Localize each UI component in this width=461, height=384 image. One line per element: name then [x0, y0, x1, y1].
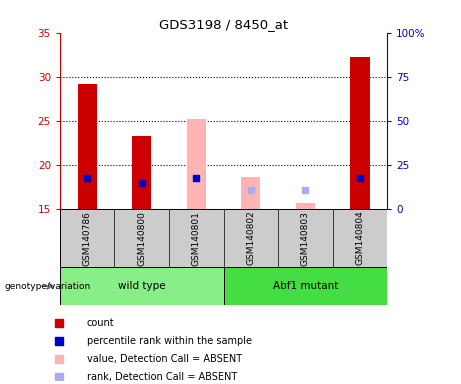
Bar — [77, 84, 97, 209]
Text: GSM140786: GSM140786 — [83, 211, 92, 265]
Bar — [187, 119, 206, 209]
Text: genotype/variation: genotype/variation — [5, 281, 91, 291]
Bar — [60, 267, 224, 305]
Text: GSM140800: GSM140800 — [137, 211, 146, 265]
Text: count: count — [87, 318, 114, 328]
Title: GDS3198 / 8450_at: GDS3198 / 8450_at — [159, 18, 288, 31]
Bar — [224, 267, 387, 305]
Text: rank, Detection Call = ABSENT: rank, Detection Call = ABSENT — [87, 372, 237, 382]
Bar — [296, 203, 315, 209]
Text: GSM140804: GSM140804 — [355, 211, 365, 265]
Text: GSM140803: GSM140803 — [301, 211, 310, 265]
Bar — [132, 136, 151, 209]
Text: wild type: wild type — [118, 281, 165, 291]
Text: GSM140801: GSM140801 — [192, 211, 201, 265]
Bar — [241, 177, 260, 209]
Bar — [350, 57, 370, 209]
Text: Abf1 mutant: Abf1 mutant — [273, 281, 338, 291]
Text: value, Detection Call = ABSENT: value, Detection Call = ABSENT — [87, 354, 242, 364]
Text: GSM140802: GSM140802 — [246, 211, 255, 265]
Text: percentile rank within the sample: percentile rank within the sample — [87, 336, 252, 346]
